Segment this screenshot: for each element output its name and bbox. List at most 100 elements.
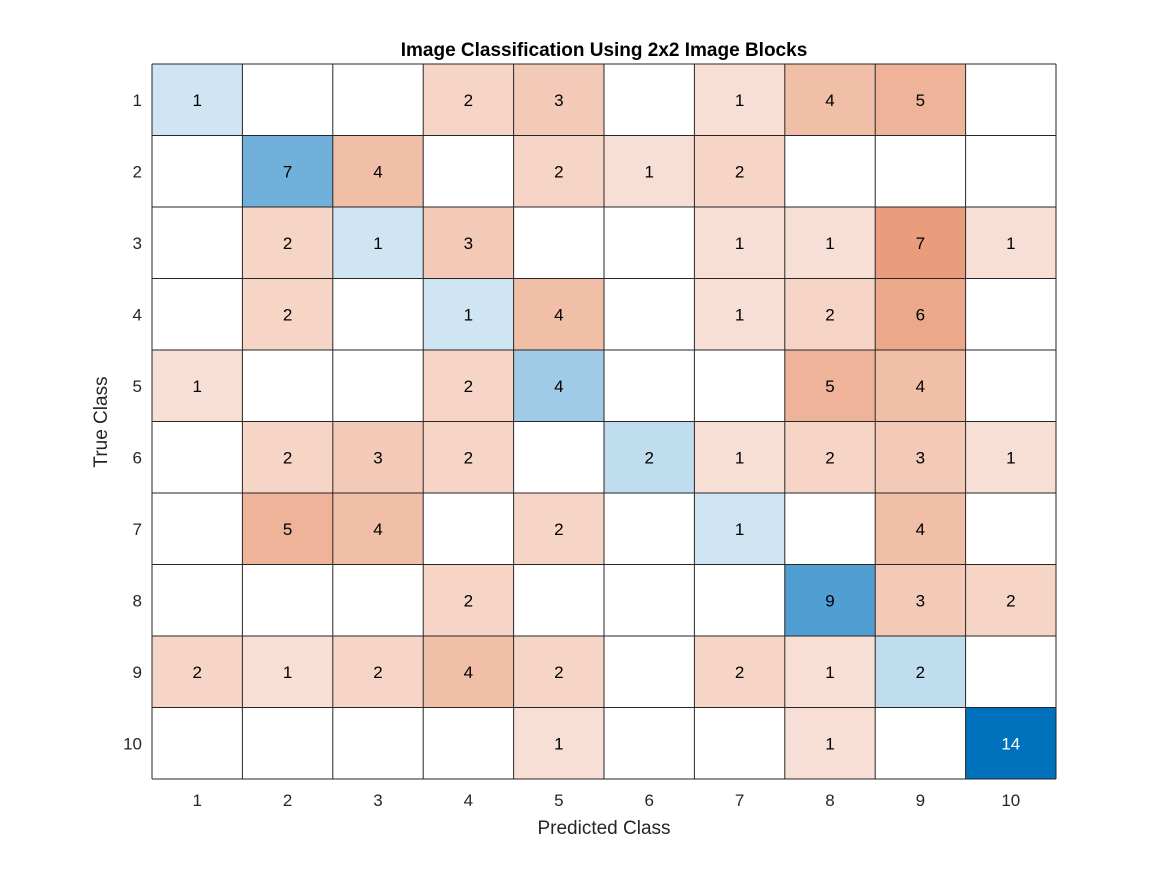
- heatmap-cell-r6-c5: [513, 421, 604, 493]
- y-tick-label: 6: [133, 448, 142, 467]
- heatmap-cell-value: 2: [735, 663, 744, 682]
- chart-title: Image Classification Using 2x2 Image Blo…: [401, 40, 808, 61]
- heatmap-cell-r8-c7: [694, 564, 785, 636]
- heatmap-cells: [152, 64, 1056, 779]
- heatmap-cell-value: 4: [464, 663, 473, 682]
- heatmap-cell-value: 3: [916, 448, 925, 467]
- y-axis-tick-labels: 1 2 3 4 5 6 7 8 9 10: [123, 91, 142, 754]
- heatmap-cell-r3-c8: [784, 207, 876, 279]
- heatmap-cell-r7-c3: [332, 493, 424, 565]
- x-tick-label: 7: [735, 791, 744, 810]
- heatmap-cell-r3-c1: [152, 207, 243, 279]
- heatmap-cell-r6-c7: [694, 421, 785, 493]
- heatmap-cell-value: 14: [1001, 734, 1020, 753]
- heatmap-cell-r4-c8: [784, 278, 876, 350]
- heatmap-cell-r9-c5: [513, 636, 604, 708]
- heatmap-cell-value: 1: [464, 305, 473, 324]
- heatmap-cell-r4-c4: [423, 278, 514, 350]
- heatmap-cell-value: 1: [283, 663, 292, 682]
- heatmap-cell-r6-c8: [784, 421, 876, 493]
- x-tick-label: 5: [554, 791, 563, 810]
- heatmap-cell-value: 7: [916, 234, 925, 253]
- heatmap-cell-r2-c3: [332, 135, 424, 207]
- heatmap-cell-r9-c7: [694, 636, 785, 708]
- heatmap-cell-value: 2: [283, 234, 292, 253]
- heatmap-cell-r9-c10: [965, 636, 1056, 708]
- y-tick-label: 1: [133, 91, 142, 110]
- heatmap-cell-r10-c3: [332, 707, 424, 779]
- heatmap-cell-value: 1: [554, 734, 563, 753]
- heatmap-cell-r7-c2: [242, 493, 333, 565]
- x-tick-label: 6: [644, 791, 653, 810]
- heatmap-cell-value: 4: [373, 520, 382, 539]
- heatmap-cell-r8-c10: [965, 564, 1056, 636]
- heatmap-cell-r1-c9: [875, 64, 966, 136]
- heatmap-cell-r10-c4: [423, 707, 514, 779]
- heatmap-cell-r4-c10: [965, 278, 1056, 350]
- heatmap-cell-r8-c3: [332, 564, 424, 636]
- heatmap-cell-r9-c4: [423, 636, 514, 708]
- heatmap-cell-r1-c3: [332, 64, 424, 136]
- heatmap-cell-r3-c3: [332, 207, 424, 279]
- heatmap-cell-r8-c6: [604, 564, 695, 636]
- x-tick-label: 9: [916, 791, 925, 810]
- y-tick-label: 5: [133, 377, 142, 396]
- heatmap-cell-value: 5: [916, 91, 925, 110]
- heatmap-cell-value: 2: [283, 305, 292, 324]
- heatmap-cell-value: 4: [916, 520, 925, 539]
- heatmap-cell-value: 3: [373, 448, 382, 467]
- heatmap-cell-r10-c8: [784, 707, 876, 779]
- heatmap-cell-r9-c1: [152, 636, 243, 708]
- heatmap-cell-r6-c6: [604, 421, 695, 493]
- heatmap-cell-r10-c6: [604, 707, 695, 779]
- heatmap-cell-r10-c10: [965, 707, 1056, 779]
- heatmap-cell-value: 2: [283, 448, 292, 467]
- heatmap-cell-r8-c2: [242, 564, 333, 636]
- heatmap-cell-value: 1: [825, 663, 834, 682]
- heatmap-cell-r5-c8: [784, 350, 876, 422]
- heatmap-cell-r4-c5: [513, 278, 604, 350]
- heatmap-cell-r1-c10: [965, 64, 1056, 136]
- heatmap-cell-value: 4: [916, 377, 925, 396]
- heatmap-cell-value: 1: [735, 234, 744, 253]
- heatmap-cell-value: 2: [464, 377, 473, 396]
- heatmap-cell-value: 2: [825, 448, 834, 467]
- heatmap-cell-r2-c1: [152, 135, 243, 207]
- heatmap-cell-r5-c6: [604, 350, 695, 422]
- heatmap-cell-r8-c4: [423, 564, 514, 636]
- heatmap-cell-r2-c6: [604, 135, 695, 207]
- heatmap-cell-r5-c7: [694, 350, 785, 422]
- heatmap-cell-labels: 1 2 3 1 4 57 4 2 1 22 1 3 1 1 7 12 1 4 1 2 61 2 4 5 42 3 2 2 1 2 3 15 4 2…: [192, 91, 1020, 754]
- x-tick-label: 3: [373, 791, 382, 810]
- heatmap-cell-value: 1: [735, 520, 744, 539]
- heatmap-cell-r7-c5: [513, 493, 604, 565]
- heatmap-cell-r2-c4: [423, 135, 514, 207]
- heatmap-cell-value: 9: [825, 591, 834, 610]
- heatmap-cell-r3-c6: [604, 207, 695, 279]
- y-tick-label: 4: [133, 305, 142, 324]
- heatmap-cell-r9-c8: [784, 636, 876, 708]
- heatmap-cell-r6-c4: [423, 421, 514, 493]
- heatmap-cell-r2-c2: [242, 135, 333, 207]
- heatmap-cell-r6-c2: [242, 421, 333, 493]
- x-axis-label: Predicted Class: [537, 818, 670, 839]
- x-tick-label: 2: [283, 791, 292, 810]
- x-tick-label: 4: [464, 791, 473, 810]
- heatmap-cell-r5-c4: [423, 350, 514, 422]
- heatmap-cell-value: 1: [1006, 448, 1015, 467]
- heatmap-cell-value: 3: [554, 91, 563, 110]
- heatmap-cell-r3-c2: [242, 207, 333, 279]
- heatmap-cell-value: 7: [283, 162, 292, 181]
- heatmap-cell-r6-c10: [965, 421, 1056, 493]
- heatmap-cell-r4-c6: [604, 278, 695, 350]
- heatmap-cell-value: 2: [916, 663, 925, 682]
- heatmap-cell-value: 1: [373, 234, 382, 253]
- heatmap-cell-value: 2: [1006, 591, 1015, 610]
- heatmap-cell-r10-c2: [242, 707, 333, 779]
- x-tick-label: 1: [192, 791, 201, 810]
- heatmap-cell-r8-c5: [513, 564, 604, 636]
- heatmap-cell-r1-c1: [152, 64, 243, 136]
- heatmap-cell-r10-c1: [152, 707, 243, 779]
- heatmap-cell-r3-c5: [513, 207, 604, 279]
